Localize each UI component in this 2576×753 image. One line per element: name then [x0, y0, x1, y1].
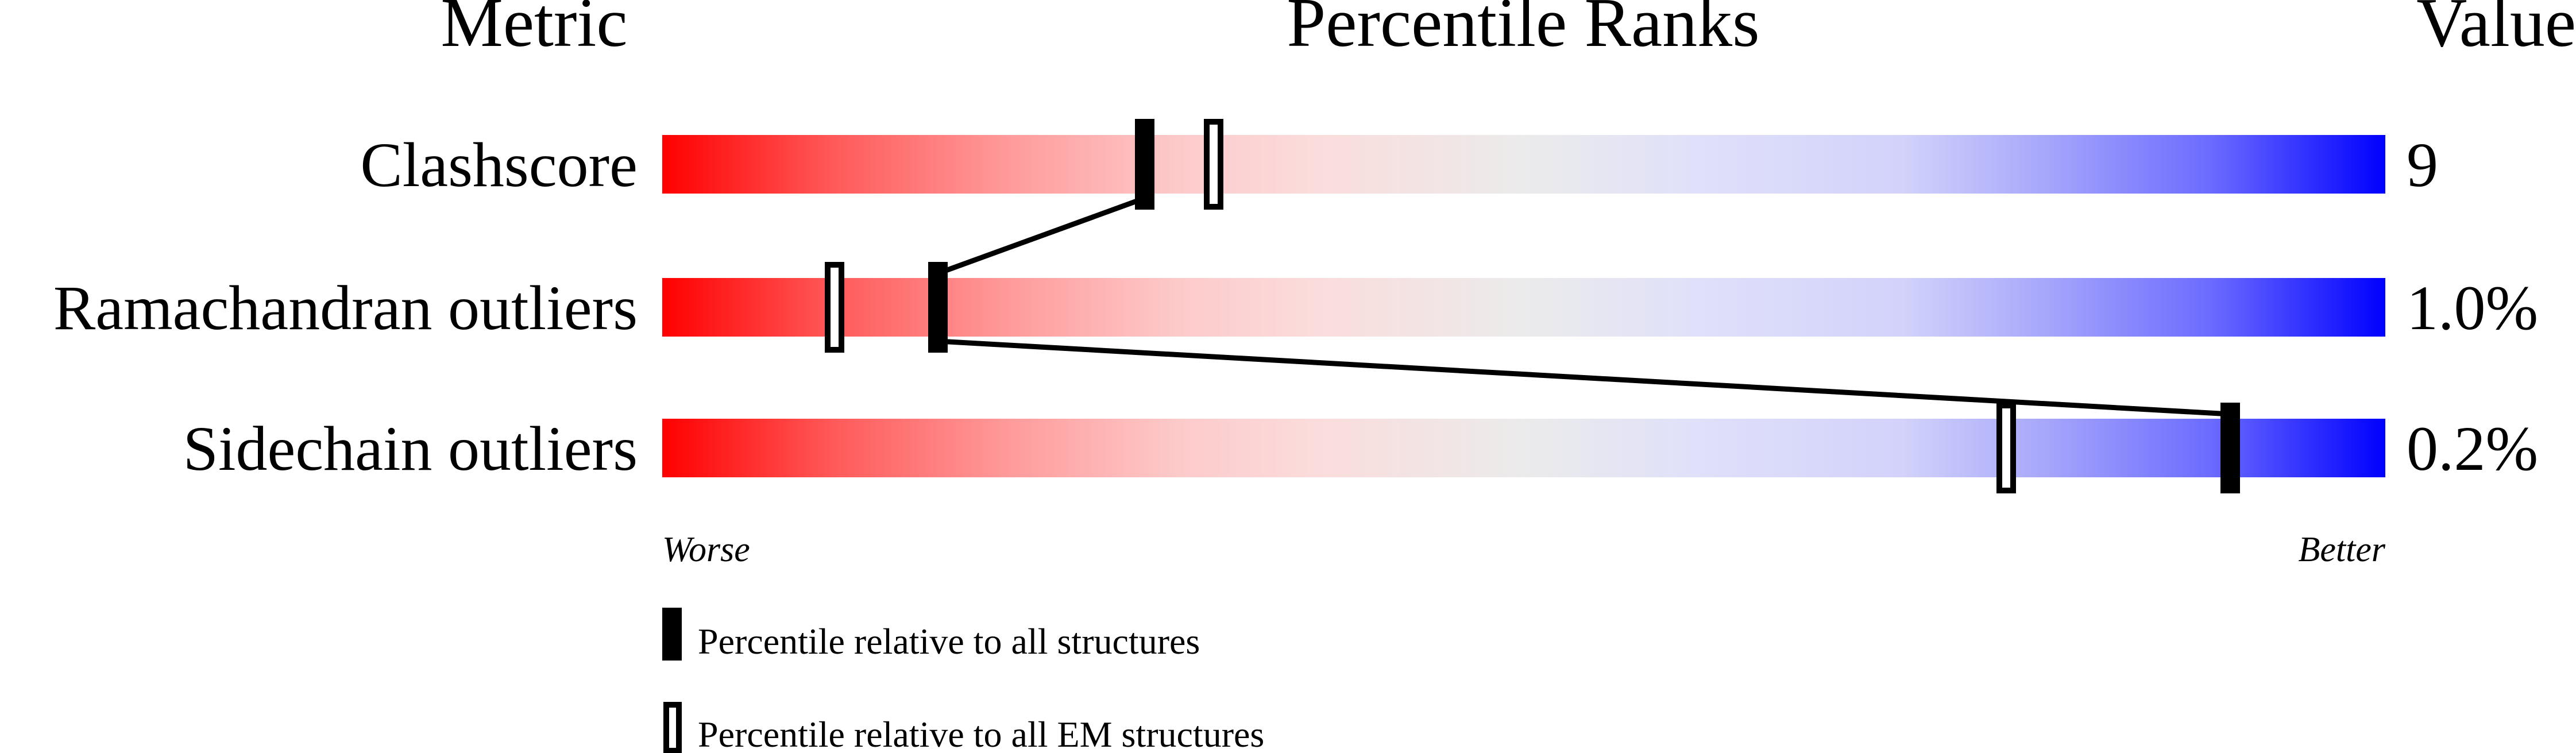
header-metric: Metric	[441, 0, 627, 61]
all-percentile-marker	[1135, 119, 1154, 210]
metric-value: 9	[2407, 130, 2438, 200]
em-percentile-marker	[1996, 403, 2016, 493]
all-percentile-marker	[2220, 403, 2240, 493]
percentile-bar	[662, 278, 2385, 337]
percentile-connector-line	[937, 195, 1146, 276]
header-percentile-ranks: Percentile Ranks	[1287, 0, 1759, 61]
metric-label: Ramachandran outliers	[53, 273, 638, 343]
metric-label: Sidechain outliers	[183, 414, 638, 484]
em-percentile-marker	[1204, 119, 1223, 210]
worse-label: Worse	[662, 530, 750, 569]
legend-open-label: Percentile relative to all EM structures	[698, 714, 1264, 753]
legend-open-marker	[663, 702, 682, 753]
metric-value: 1.0%	[2407, 273, 2538, 343]
better-label: Better	[2299, 530, 2386, 569]
em-percentile-marker	[825, 262, 844, 353]
percentile-bar	[662, 135, 2385, 194]
metric-label: Clashscore	[360, 130, 638, 200]
percentile-bar	[662, 419, 2385, 477]
all-percentile-marker	[928, 262, 948, 353]
metric-value: 0.2%	[2407, 414, 2538, 484]
legend-filled-marker	[662, 608, 682, 661]
legend-filled-label: Percentile relative to all structures	[698, 621, 1200, 662]
header-value: Value	[2416, 0, 2576, 61]
percentile-connector-line	[937, 338, 2231, 417]
